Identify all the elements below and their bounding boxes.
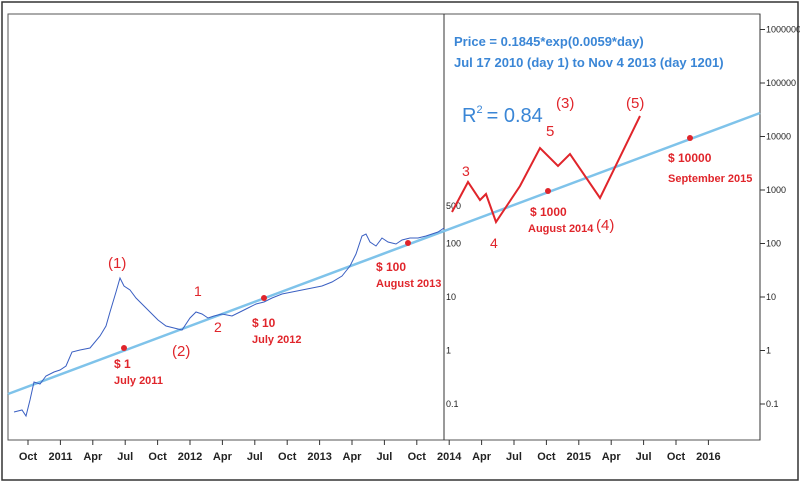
x-tick-label: Oct: [537, 451, 556, 463]
regression-line: [7, 111, 761, 396]
x-tick-label: Oct: [278, 451, 297, 463]
x-tick-label: 2012: [178, 451, 202, 463]
x-tick-label: Jul: [247, 451, 263, 463]
left-y-tick-label: 500: [446, 201, 461, 211]
x-tick-label: Oct: [408, 451, 427, 463]
x-tick-label: Jul: [376, 451, 392, 463]
left-y-tick-label: 100: [446, 239, 461, 249]
right-y-tick-label: 1000000: [766, 25, 800, 35]
x-tick-label: Jul: [636, 451, 652, 463]
milestone-date: August 2014: [528, 223, 594, 235]
x-tick-label: 2014: [437, 451, 462, 463]
milestone-date: July 2012: [252, 334, 302, 346]
x-tick-label: Apr: [602, 451, 622, 463]
milestone-dot: [687, 135, 693, 141]
x-tick-label: Oct: [19, 451, 38, 463]
milestone-price: $ 10: [252, 316, 276, 330]
wave-label: 1: [194, 283, 202, 299]
wave-label: (5): [626, 95, 644, 112]
x-tick-label: Apr: [472, 451, 492, 463]
formula-line-2: Jul 17 2010 (day 1) to Nov 4 2013 (day 1…: [454, 55, 724, 70]
milestone-dot: [405, 240, 411, 246]
left-y-tick-label: 1: [446, 346, 451, 356]
left-y-tick-label: 0.1: [446, 399, 459, 409]
milestone-dot: [261, 295, 267, 301]
right-y-tick-label: 100: [766, 239, 781, 249]
x-tick-label: Oct: [667, 451, 686, 463]
wave-label: (2): [172, 343, 190, 360]
milestone-dot: [545, 188, 551, 194]
r-symbol: R: [462, 105, 476, 127]
x-tick-label: Apr: [83, 451, 103, 463]
x-tick-label: Apr: [213, 451, 233, 463]
right-y-tick-label: 100000: [766, 78, 796, 88]
right-y-tick-label: 0.1: [766, 399, 779, 409]
r-exponent: 2: [476, 104, 482, 116]
milestone-dot: [121, 345, 127, 351]
x-tick-label: 2013: [307, 451, 331, 463]
x-tick-label: 2011: [48, 451, 72, 463]
x-tick-label: 2016: [696, 451, 720, 463]
right-y-tick-label: 10000: [766, 132, 791, 142]
x-tick-label: Jul: [117, 451, 133, 463]
x-tick-label: 2015: [567, 451, 591, 463]
r-squared-label: R2 = 0.84: [462, 104, 543, 127]
x-tick-label: Apr: [343, 451, 363, 463]
formula-line-1: Price = 0.1845*exp(0.0059*day): [454, 34, 644, 49]
wave-label: 2: [214, 319, 222, 335]
wave-label: (1): [108, 255, 126, 272]
wave-label: 5: [546, 123, 554, 140]
milestone-price: $ 10000: [668, 151, 712, 165]
right-y-tick-label: 1: [766, 346, 771, 356]
right-y-tick-label: 10: [766, 292, 776, 302]
historical-price-line: [13, 227, 445, 418]
wave-label: 4: [490, 235, 498, 251]
wave-label: (4): [596, 217, 614, 234]
left-y-tick-label: 10: [446, 292, 456, 302]
x-axis: Oct 2011 Apr Jul Oct 2012 Apr Jul Oct 2013 Apr Jul O…: [19, 440, 721, 463]
right-y-axis: 0.1110100100010000100000100000010000000: [760, 25, 800, 409]
r-squared-value: = 0.84: [487, 105, 543, 127]
milestone-price: $ 1: [114, 357, 131, 371]
left-y-axis: 0.1 1 10 100 500: [446, 201, 461, 409]
wave-label: (3): [556, 95, 574, 112]
milestone-date: July 2011: [114, 375, 163, 387]
wave-label: 3: [462, 163, 470, 179]
projection-line: [451, 115, 641, 225]
x-tick-label: Oct: [148, 451, 167, 463]
right-y-tick-label: 1000: [766, 185, 786, 195]
milestone-date: September 2015: [668, 173, 752, 185]
milestone-date: August 2013: [376, 278, 441, 290]
milestone-price: $ 100: [376, 260, 406, 274]
milestone-price: $ 1000: [530, 205, 567, 219]
x-tick-label: Jul: [506, 451, 522, 463]
